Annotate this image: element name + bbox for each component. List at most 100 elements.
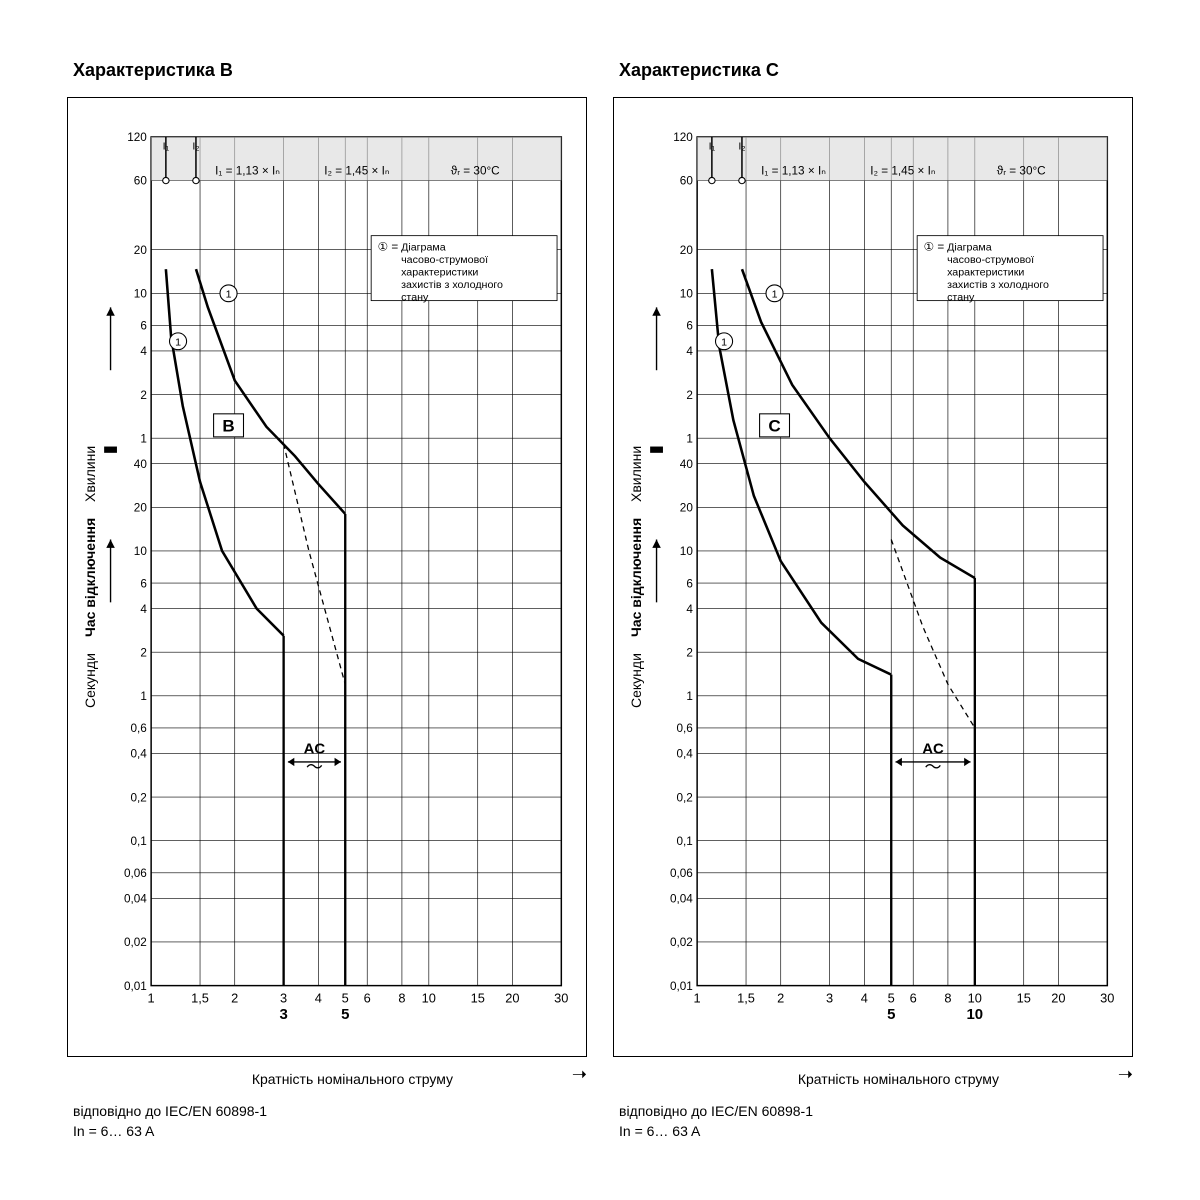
svg-text:2: 2 [140, 389, 147, 402]
svg-text:3: 3 [826, 991, 833, 1005]
chart-frame-c: Секунди Час відключення Хвилини 1 1,5 2 3 4 5… [613, 97, 1133, 1057]
svg-text:6: 6 [140, 320, 147, 333]
arrow-icon: ➝ [1118, 1064, 1133, 1085]
svg-text:60: 60 [134, 175, 148, 188]
svg-text:0,4: 0,4 [131, 748, 148, 761]
svg-text:4: 4 [140, 345, 147, 358]
svg-text:характеристики: характеристики [401, 267, 478, 279]
svg-text:20: 20 [680, 502, 694, 515]
svg-text:8: 8 [398, 991, 405, 1005]
panel-title-c: Характеристика C [619, 60, 1133, 81]
svg-text:C: C [768, 417, 780, 436]
svg-text:0,02: 0,02 [124, 936, 147, 949]
svg-text:1: 1 [226, 289, 232, 301]
svg-text:1: 1 [686, 432, 693, 445]
svg-text:1: 1 [140, 432, 147, 445]
svg-text:4: 4 [861, 991, 868, 1005]
svg-text:6: 6 [364, 991, 371, 1005]
svg-text:0,04: 0,04 [670, 893, 693, 906]
xaxis-label-c: Кратність номінального струму [687, 1071, 1110, 1087]
panel-title-b: Характеристика B [73, 60, 587, 81]
svg-text:5: 5 [341, 1007, 349, 1023]
svg-text:10: 10 [968, 991, 982, 1005]
svg-text:10: 10 [134, 545, 148, 558]
svg-text:6: 6 [140, 577, 147, 590]
svg-text:20: 20 [134, 244, 148, 257]
svg-text:20: 20 [1051, 991, 1065, 1005]
svg-text:Діаграма: Діаграма [401, 241, 446, 253]
svg-text:2: 2 [686, 389, 693, 402]
svg-text:0,01: 0,01 [124, 980, 147, 993]
svg-text:6: 6 [686, 320, 693, 333]
svg-text:3: 3 [280, 991, 287, 1005]
svg-text:4: 4 [686, 345, 693, 358]
svg-text:10: 10 [680, 545, 694, 558]
svg-text:2: 2 [777, 991, 784, 1005]
plot-c: 11,5234568101520301206020106421402010642… [648, 116, 1118, 1038]
svg-text:AC: AC [304, 742, 326, 758]
svg-text:4: 4 [686, 603, 693, 616]
svg-text:15: 15 [471, 991, 485, 1005]
svg-text:B: B [222, 417, 234, 436]
svg-text:10: 10 [134, 288, 148, 301]
svg-text:20: 20 [505, 991, 519, 1005]
svg-text:часово-струмової: часово-струмової [947, 254, 1034, 266]
svg-text:0,2: 0,2 [677, 791, 693, 804]
svg-text:4: 4 [140, 603, 147, 616]
svg-text:60: 60 [680, 175, 694, 188]
svg-text:1: 1 [721, 337, 727, 349]
svg-text:1: 1 [694, 991, 701, 1005]
svg-text:〜: 〜 [306, 758, 323, 777]
svg-text:10: 10 [422, 991, 436, 1005]
svg-text:0,4: 0,4 [677, 748, 694, 761]
yaxis-label-b: Секунди Час відключення Хвилини [82, 116, 102, 1038]
yaxis-label-c: Секунди Час відключення Хвилини [628, 116, 648, 1038]
svg-text:5: 5 [888, 991, 895, 1005]
svg-text:5: 5 [342, 991, 349, 1005]
svg-text:стану: стану [401, 292, 429, 304]
svg-text:6: 6 [686, 577, 693, 590]
svg-text:1: 1 [686, 690, 693, 703]
svg-text:характеристики: характеристики [947, 267, 1024, 279]
svg-text:0,2: 0,2 [131, 791, 147, 804]
svg-text:1: 1 [175, 337, 181, 349]
svg-text:ϑᵣ = 30°C: ϑᵣ = 30°C [451, 164, 500, 177]
svg-text:0,1: 0,1 [677, 835, 693, 848]
svg-text:10: 10 [680, 288, 694, 301]
svg-text:захистів з холодного: захистів з холодного [947, 279, 1049, 291]
svg-text:1: 1 [772, 289, 778, 301]
svg-text:0,06: 0,06 [124, 867, 147, 880]
svg-text:120: 120 [673, 131, 693, 144]
svg-text:1,5: 1,5 [737, 991, 755, 1005]
svg-text:40: 40 [680, 458, 694, 471]
footer-c: відповідно до IEC/EN 60898-1 In = 6… 63 … [619, 1101, 1133, 1142]
svg-text:40: 40 [134, 458, 148, 471]
footer-b: відповідно до IEC/EN 60898-1 In = 6… 63 … [73, 1101, 587, 1142]
svg-text:I₂ = 1,45 × Iₙ: I₂ = 1,45 × Iₙ [870, 164, 936, 177]
svg-text:I₁ = 1,13 × Iₙ: I₁ = 1,13 × Iₙ [215, 164, 280, 177]
svg-text:20: 20 [680, 244, 694, 257]
svg-text:2: 2 [686, 647, 693, 660]
svg-text:ϑᵣ = 30°C: ϑᵣ = 30°C [997, 164, 1046, 177]
svg-text:часово-струмової: часово-струмової [401, 254, 488, 266]
svg-text:1,5: 1,5 [191, 991, 209, 1005]
svg-text:AC: AC [922, 742, 944, 758]
svg-text:① =: ① = [924, 240, 945, 253]
svg-text:4: 4 [315, 991, 322, 1005]
svg-text:10: 10 [967, 1007, 984, 1023]
svg-text:0,6: 0,6 [131, 722, 147, 735]
chart-frame-b: Секунди Час відключення Хвилини 1 1,5 2 3 4 5… [67, 97, 587, 1057]
svg-text:I₁ = 1,13 × Iₙ: I₁ = 1,13 × Iₙ [761, 164, 826, 177]
svg-text:захистів з холодного: захистів з холодного [401, 279, 503, 291]
svg-text:2: 2 [231, 991, 238, 1005]
svg-text:15: 15 [1017, 991, 1031, 1005]
svg-text:120: 120 [127, 131, 147, 144]
svg-text:0,04: 0,04 [124, 893, 147, 906]
svg-text:2: 2 [140, 647, 147, 660]
svg-text:5: 5 [887, 1007, 895, 1023]
svg-text:0,1: 0,1 [131, 835, 147, 848]
svg-text:3: 3 [279, 1007, 287, 1023]
svg-text:1: 1 [140, 690, 147, 703]
svg-text:0,06: 0,06 [670, 867, 693, 880]
plot-b: 11,5234568101520301206020106421402010642… [102, 116, 572, 1038]
